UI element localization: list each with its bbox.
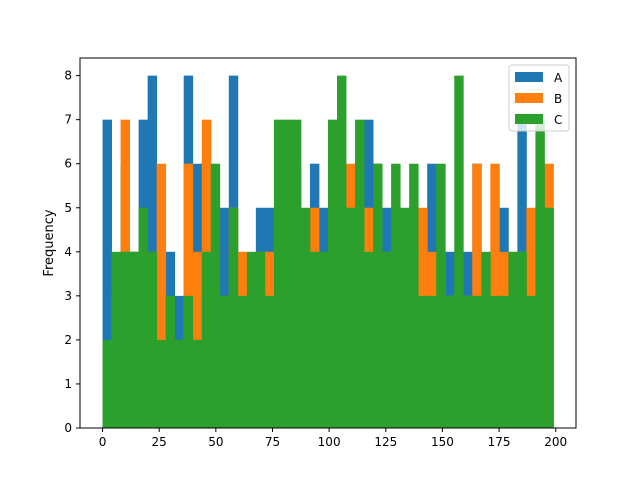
y-axis: 0 1 2 3 4 5 6 7 8 [64, 69, 80, 435]
bar-C-5 [147, 251, 158, 428]
bar-C-16 [246, 251, 257, 428]
axes-frame [79, 57, 577, 429]
bar-C-46 [517, 251, 527, 428]
bar-C-31 [382, 251, 392, 428]
legend-label-A: A [554, 71, 563, 85]
bar-B-6 [156, 163, 167, 428]
plot-bars [102, 75, 554, 429]
legend-swatch-A [515, 72, 543, 82]
bar-C-42 [481, 251, 491, 428]
bar-C-11 [201, 251, 212, 428]
bar-C-26 [337, 75, 347, 429]
y-tick-label: 5 [64, 201, 72, 215]
x-tick-label: 0 [99, 435, 107, 449]
bar-C-39 [454, 75, 464, 429]
bar-A-0 [102, 119, 112, 429]
y-tick-label: 2 [64, 333, 72, 347]
y-tick-label: 4 [64, 245, 72, 259]
x-tick-label: 125 [374, 435, 397, 449]
bar-C-41 [472, 295, 482, 428]
bar-C-8 [174, 339, 185, 428]
bar-C-24 [318, 251, 329, 428]
x-tick-label: 100 [318, 435, 341, 449]
legend-label-B: B [554, 92, 562, 106]
bar-B-43 [490, 163, 500, 428]
bar-C-20 [282, 119, 293, 429]
bar-C-23 [309, 251, 320, 428]
series-C [102, 75, 554, 429]
y-tick-label: 3 [64, 289, 72, 303]
bar-C-0 [102, 339, 112, 428]
bar-C-9 [183, 295, 194, 428]
bar-C-21 [291, 119, 302, 429]
legend-label-C: C [554, 113, 562, 127]
y-tick-label: 6 [64, 157, 72, 171]
bar-C-43 [490, 295, 500, 428]
bar-C-35 [418, 295, 428, 428]
bar-C-36 [427, 295, 437, 428]
bar-C-22 [300, 207, 311, 428]
bar-C-45 [508, 251, 518, 428]
bar-C-48 [535, 119, 545, 429]
bar-B-9 [183, 163, 194, 428]
bar-C-38 [445, 295, 455, 428]
bar-C-37 [436, 163, 446, 428]
bar-C-18 [264, 295, 275, 428]
bar-C-44 [499, 295, 509, 428]
bar-C-34 [409, 163, 419, 428]
bar-C-15 [237, 295, 248, 428]
bar-C-27 [346, 207, 356, 428]
bar-C-13 [219, 295, 230, 428]
bar-C-1 [111, 251, 121, 428]
y-tick-label: 7 [64, 113, 72, 127]
x-tick-label: 75 [265, 435, 280, 449]
bar-C-12 [210, 163, 221, 428]
bar-C-19 [273, 119, 284, 429]
bar-C-29 [364, 251, 374, 428]
bar-C-17 [255, 251, 266, 428]
bar-C-6 [156, 339, 167, 428]
x-tick-label: 150 [431, 435, 454, 449]
bar-C-47 [526, 295, 536, 428]
bar-C-30 [373, 163, 383, 428]
bar-C-28 [355, 119, 365, 429]
legend: ABC [508, 64, 570, 132]
bar-C-49 [544, 207, 554, 428]
x-axis: 0 25 50 75 100 125 150 175 200 [99, 428, 567, 449]
x-tick-label: 200 [544, 435, 567, 449]
bar-C-10 [192, 339, 203, 428]
x-tick-label: 25 [152, 435, 167, 449]
y-axis-label: Frequency [42, 209, 57, 276]
y-tick-label: 0 [64, 421, 72, 435]
bar-C-4 [138, 207, 149, 428]
bar-B-41 [472, 163, 482, 428]
bar-C-32 [391, 163, 401, 428]
bar-C-7 [165, 295, 176, 428]
bar-C-2 [120, 251, 130, 428]
bar-C-3 [129, 251, 140, 428]
y-tick-label: 8 [64, 69, 72, 83]
bar-C-33 [400, 207, 410, 428]
bar-C-25 [328, 119, 338, 429]
x-tick-label: 50 [208, 435, 223, 449]
bar-C-40 [463, 295, 473, 428]
legend-swatch-B [515, 93, 543, 103]
legend-swatch-C [515, 114, 543, 124]
bar-C-14 [228, 207, 239, 428]
x-tick-label: 175 [488, 435, 511, 449]
y-tick-label: 1 [64, 377, 72, 391]
